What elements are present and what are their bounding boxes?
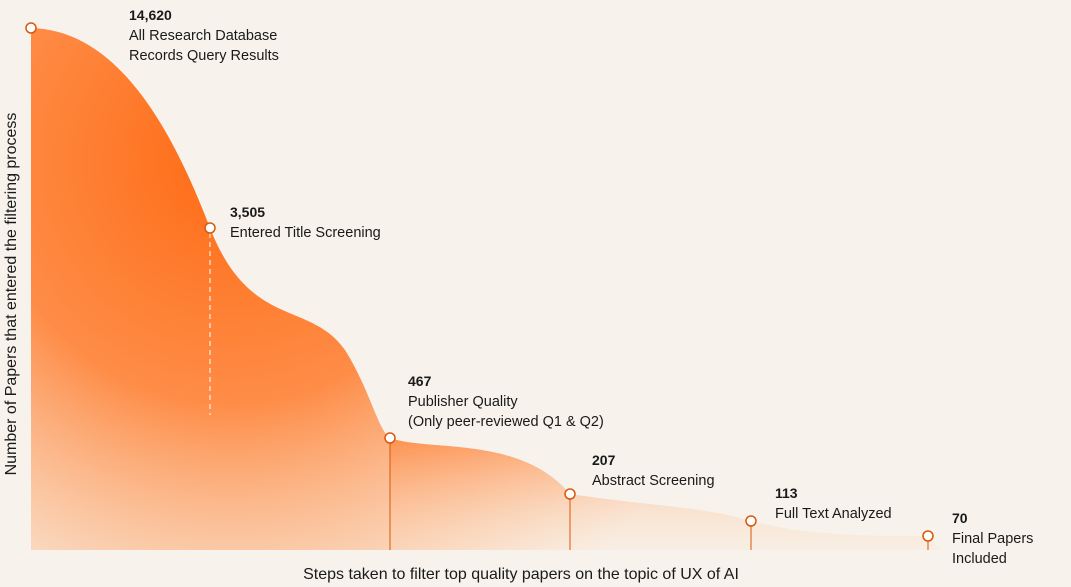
step-description-label: Records Query Results	[129, 48, 279, 64]
step-description-label: Publisher Quality	[408, 394, 518, 410]
step-value-label: 14,620	[129, 7, 172, 23]
step-value-label: 207	[592, 452, 616, 468]
step-marker	[25, 22, 37, 34]
step-stems	[209, 233, 929, 550]
y-axis-label: Number of Papers that entered the filter…	[3, 113, 20, 476]
step-value-label: 70	[952, 510, 968, 526]
step-description-label: Full Text Analyzed	[775, 506, 892, 522]
area-fill	[31, 28, 940, 550]
step-description-label: Included	[952, 551, 1007, 567]
step-marker	[745, 515, 757, 527]
step-description-label: (Only peer-reviewed Q1 & Q2)	[408, 414, 604, 430]
step-value-label: 3,505	[230, 204, 265, 220]
step-marker	[204, 222, 216, 234]
step-value-label: 113	[775, 485, 798, 501]
step-description-label: Final Papers	[952, 531, 1033, 547]
step-marker	[384, 432, 396, 444]
area-fill-right	[390, 438, 940, 550]
step-marker	[564, 488, 576, 500]
step-labels: 14,620 All Research Database Records Query…	[129, 7, 1033, 567]
step-description-label: All Research Database	[129, 28, 277, 44]
step-description-label: Entered Title Screening	[230, 225, 381, 241]
step-description-label: Abstract Screening	[592, 473, 715, 489]
step-marker	[922, 530, 934, 542]
step-value-label: 467	[408, 373, 432, 389]
step-markers	[25, 22, 934, 542]
x-axis-label: Steps taken to filter top quality papers…	[303, 566, 739, 583]
